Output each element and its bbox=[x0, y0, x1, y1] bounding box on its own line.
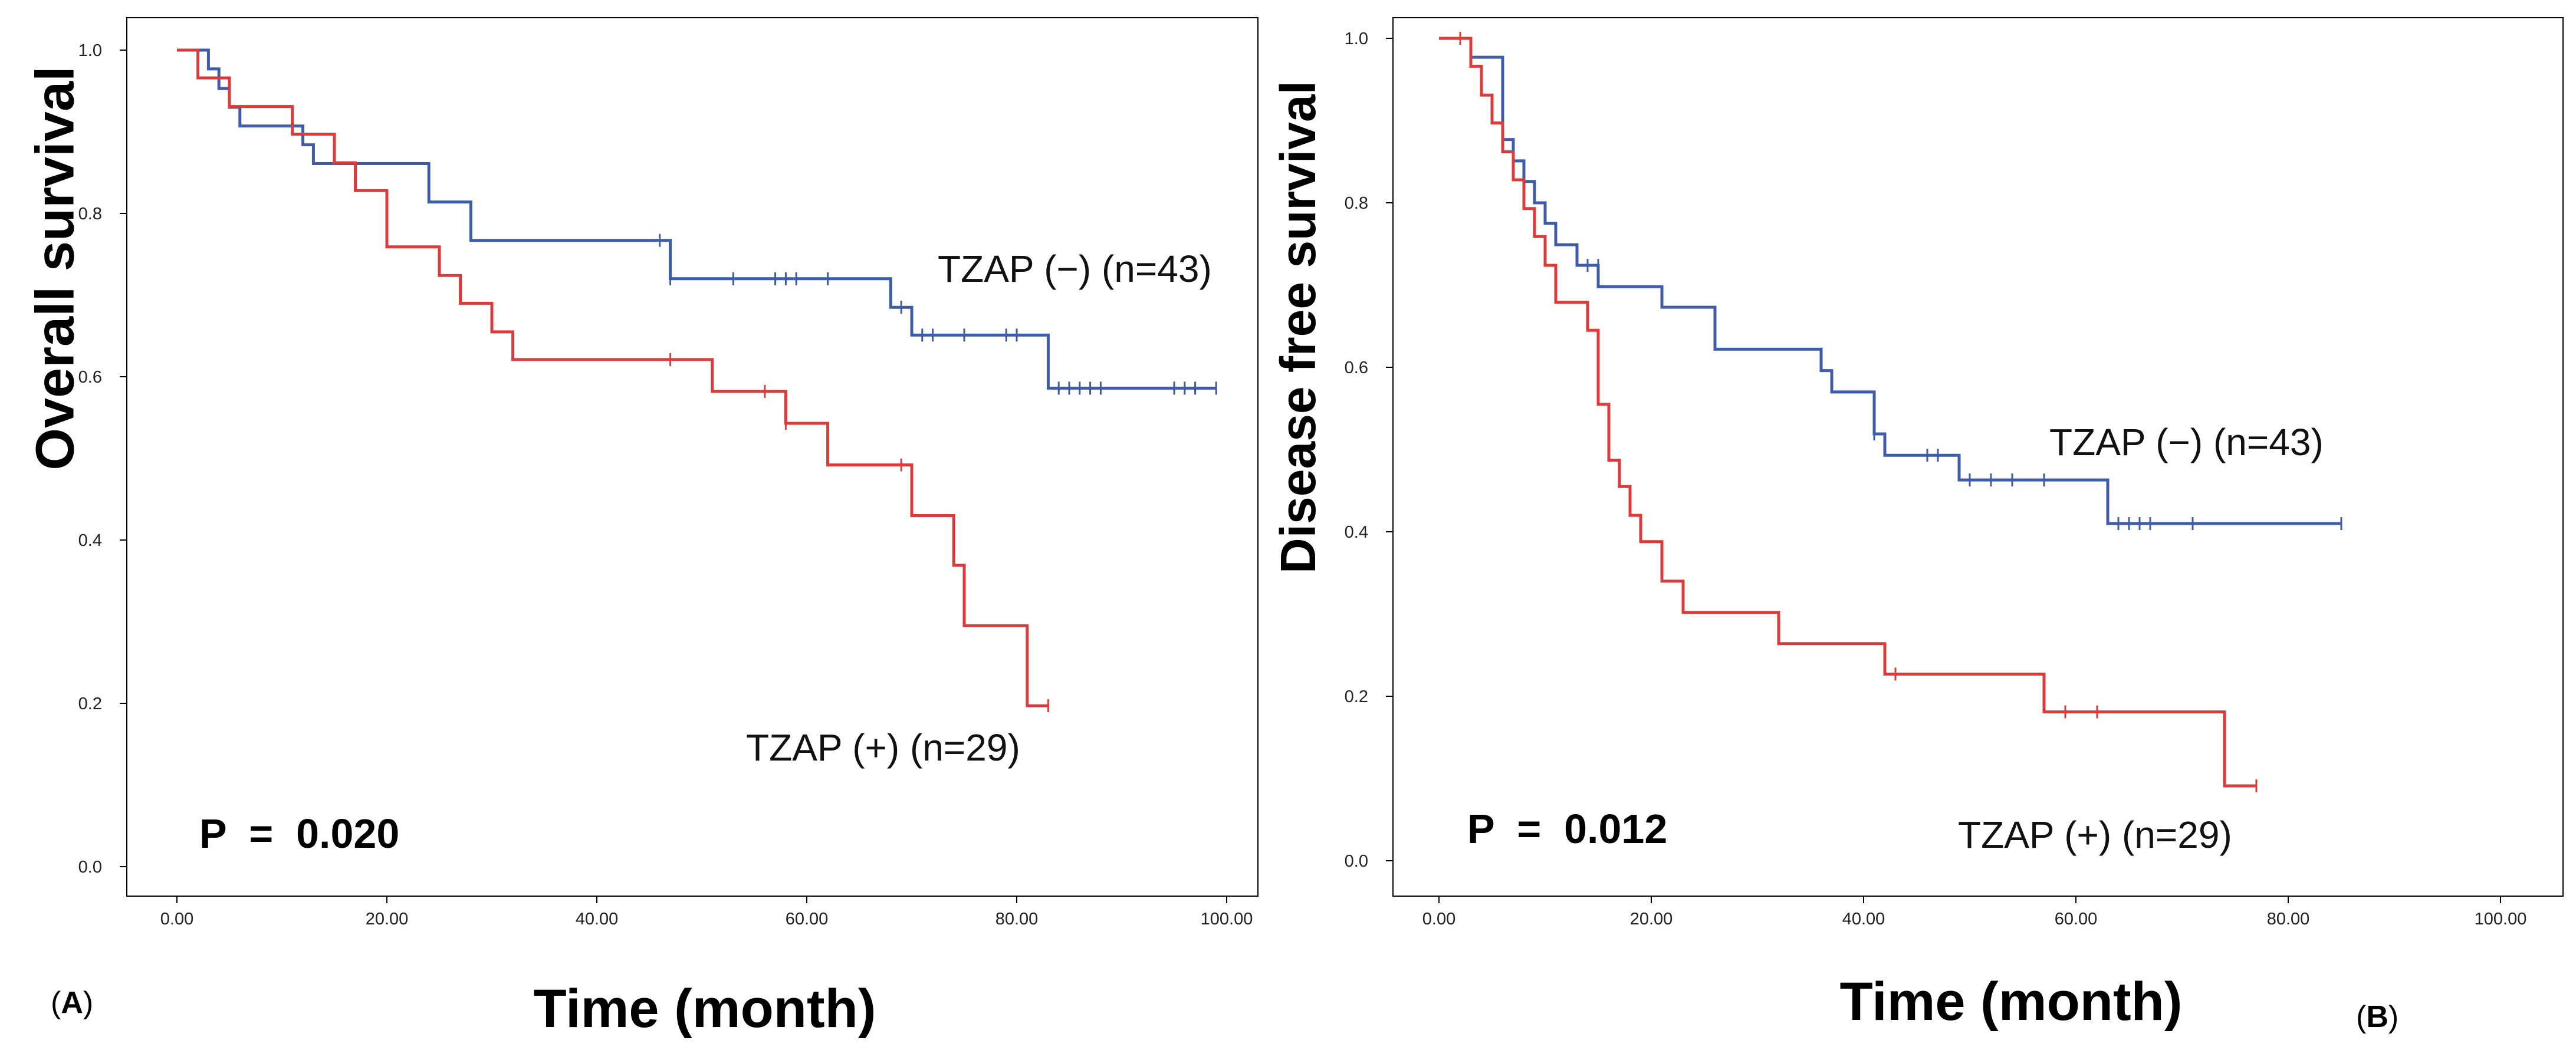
x-tick-label: 60.00 bbox=[2055, 910, 2098, 929]
y-tick-label: 0.8 bbox=[78, 205, 102, 223]
y-tick-label: 0.0 bbox=[1345, 852, 1368, 871]
km-curve-tzap-pos bbox=[1439, 37, 2256, 788]
y-tick-label: 0.4 bbox=[78, 531, 102, 550]
x-ticks-a: 0.00 20.00 40.00 60.00 80.00 100.00 bbox=[160, 896, 1253, 929]
x-tick-label: 80.00 bbox=[2267, 910, 2310, 929]
y-tick-label: 0.2 bbox=[78, 694, 102, 713]
y-tick-label: 0.2 bbox=[1345, 687, 1368, 706]
x-tick-label: 20.00 bbox=[366, 910, 409, 929]
x-tick-label: 40.00 bbox=[576, 910, 619, 929]
curves-a bbox=[177, 48, 1217, 713]
x-tick-label: 60.00 bbox=[786, 910, 829, 929]
x-tick-label: 100.00 bbox=[2475, 910, 2527, 929]
y-tick-label: 0.8 bbox=[1345, 194, 1368, 213]
curves-b bbox=[1439, 32, 2342, 793]
y-tick-label: 1.0 bbox=[1345, 29, 1368, 48]
panel-a: 0.0 0.2 0.4 0.6 0.8 1.0 0.00 20.00 40.00 60.00 80… bbox=[25, 17, 1259, 1039]
plot-area-a bbox=[126, 17, 1259, 897]
x-axis-title-b: Time (month) bbox=[1840, 972, 2183, 1032]
panel-tag-b: (B) bbox=[2356, 1000, 2398, 1034]
series-label-tzap-neg-a: TZAP (−) (n=43) bbox=[938, 248, 1212, 290]
plot-area-b bbox=[1392, 17, 2564, 897]
panel-tag-a: (A) bbox=[51, 986, 93, 1020]
y-tick-label: 0.4 bbox=[1345, 523, 1368, 542]
x-tick-label: 20.00 bbox=[1630, 910, 1673, 929]
panel-letter-a: A bbox=[61, 986, 83, 1020]
series-label-tzap-neg-b: TZAP (−) (n=43) bbox=[2049, 421, 2324, 463]
x-tick-label: 80.00 bbox=[995, 910, 1039, 929]
x-tick-label: 100.00 bbox=[1201, 910, 1253, 929]
panel-b: 0.0 0.2 0.4 0.6 0.8 1.0 0.00 20.00 40.00 60.00 80… bbox=[1270, 17, 2564, 1034]
y-ticks-a: 0.0 0.2 0.4 0.6 0.8 1.0 bbox=[78, 41, 127, 877]
series-label-tzap-pos-b: TZAP (+) (n=29) bbox=[1958, 814, 2232, 856]
y-ticks-b: 0.0 0.2 0.4 0.6 0.8 1.0 bbox=[1345, 29, 1393, 871]
x-tick-label: 40.00 bbox=[1842, 910, 1885, 929]
x-tick-label: 0.00 bbox=[1422, 910, 1455, 929]
km-curve-tzap-pos bbox=[177, 48, 1049, 707]
panel-letter-b: B bbox=[2366, 1000, 2388, 1034]
y-tick-label: 0.0 bbox=[78, 858, 102, 877]
series-label-tzap-pos-a: TZAP (+) (n=29) bbox=[746, 726, 1020, 769]
y-tick-label: 1.0 bbox=[78, 41, 102, 60]
y-tick-label: 0.6 bbox=[1345, 358, 1368, 377]
x-ticks-b: 0.00 20.00 40.00 60.00 80.00 100.00 bbox=[1422, 896, 2527, 929]
y-tick-label: 0.6 bbox=[78, 368, 102, 387]
y-axis-title-b: Disease free survival bbox=[1270, 81, 1326, 574]
km-curve-tzap-neg bbox=[177, 48, 1217, 390]
x-axis-title-a: Time (month) bbox=[534, 979, 876, 1039]
y-axis-title-a: Overall survival bbox=[25, 66, 85, 470]
p-value-b: P = 0.012 bbox=[1467, 806, 1667, 852]
p-value-a: P = 0.020 bbox=[199, 811, 399, 857]
x-tick-label: 0.00 bbox=[160, 910, 193, 929]
